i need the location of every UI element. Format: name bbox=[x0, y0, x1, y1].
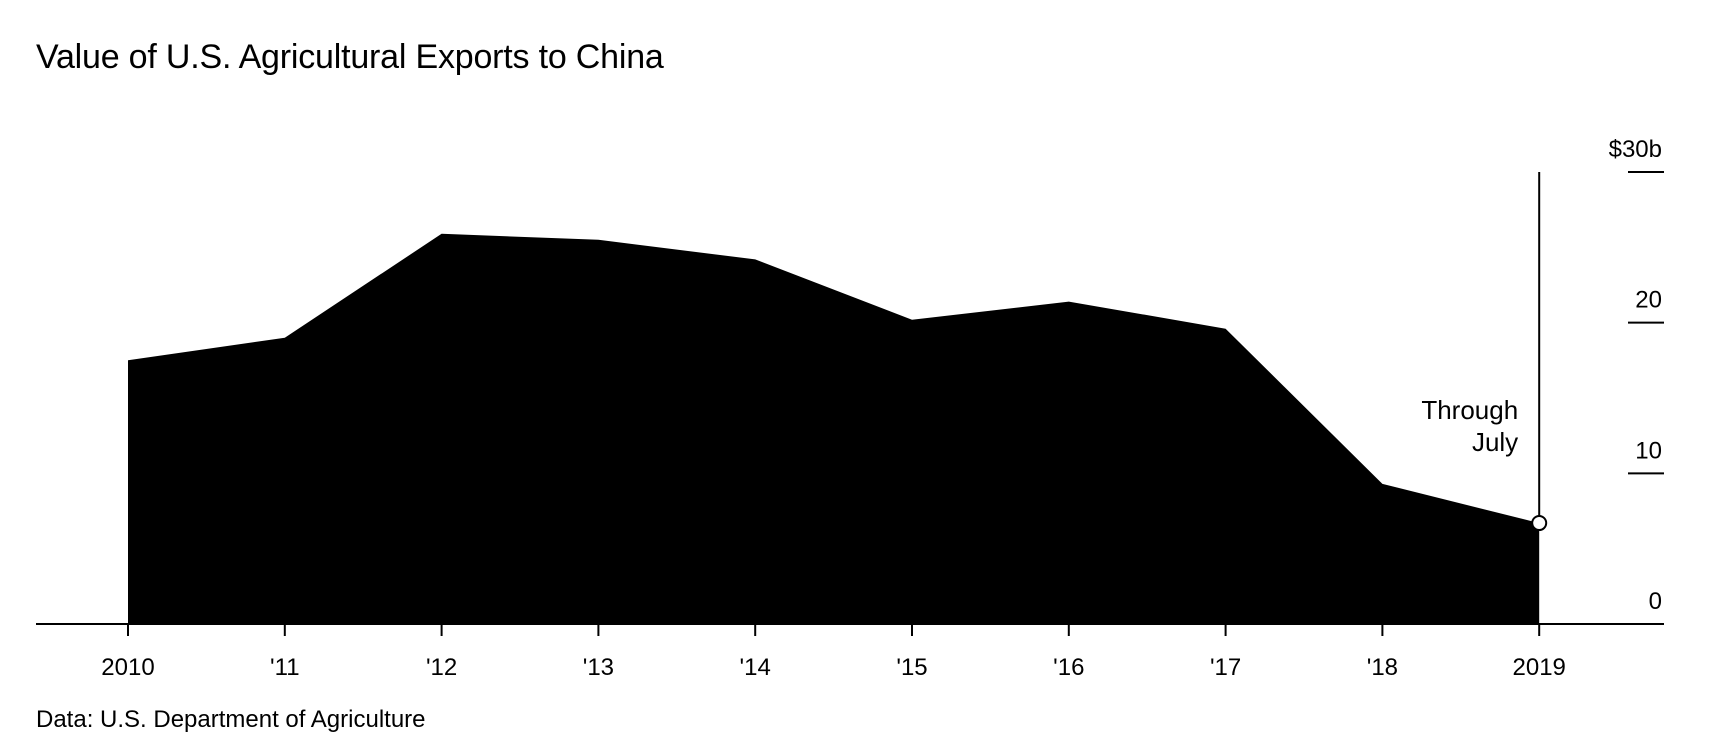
y-tick-label: 20 bbox=[1635, 287, 1662, 314]
x-tick-label: '17 bbox=[1210, 654, 1241, 681]
y-axis: 0 10 20 $30b bbox=[1609, 136, 1664, 615]
annotation-text: Through bbox=[1421, 395, 1518, 425]
x-axis: 2010 '11 '12 '13 '14 '15 '16 '17 '18 2019 bbox=[101, 624, 1566, 681]
x-tick-label: '15 bbox=[896, 654, 927, 681]
chart-title: Value of U.S. Agricultural Exports to Ch… bbox=[36, 38, 664, 76]
x-tick-label: '12 bbox=[426, 654, 457, 681]
x-tick-label: 2010 bbox=[101, 654, 154, 681]
source-note: Data: U.S. Department of Agriculture bbox=[36, 706, 426, 733]
x-tick-label: '16 bbox=[1053, 654, 1084, 681]
y-tick-label: $30b bbox=[1609, 136, 1662, 163]
x-tick-label: '11 bbox=[270, 654, 300, 681]
end-point-marker bbox=[1531, 515, 1548, 532]
x-tick-label: '13 bbox=[583, 654, 614, 681]
x-tick-label: '14 bbox=[740, 654, 771, 681]
x-tick-label: '18 bbox=[1367, 654, 1398, 681]
annotation-text: July bbox=[1472, 427, 1518, 457]
y-tick-label: 0 bbox=[1649, 588, 1662, 615]
area-series bbox=[128, 233, 1540, 625]
x-tick-label: 2019 bbox=[1513, 654, 1566, 681]
y-tick-label: 10 bbox=[1635, 437, 1662, 464]
